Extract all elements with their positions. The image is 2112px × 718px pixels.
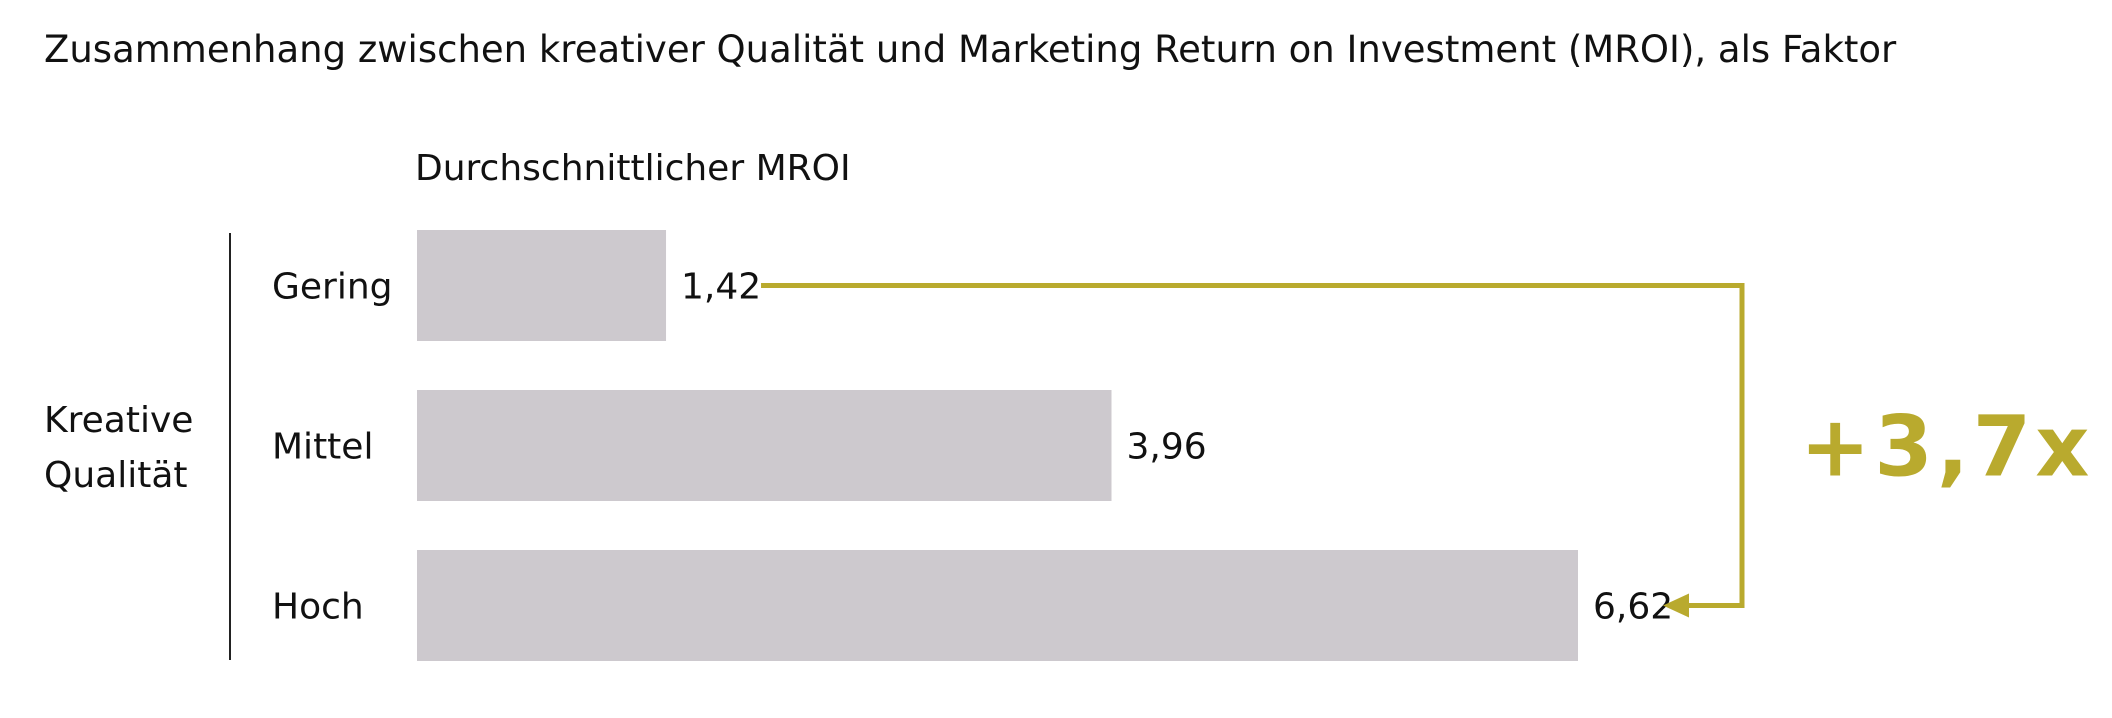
bar-hoch xyxy=(417,550,1578,661)
bracket-connector-line xyxy=(761,283,1745,608)
y-axis-label: Kreative Qualität xyxy=(44,400,205,496)
category-label-gering: Gering xyxy=(272,267,393,308)
bar-mittel xyxy=(417,390,1112,501)
bracket-arrow-head xyxy=(1663,593,1689,618)
category-label-mittel: Mittel xyxy=(272,427,373,468)
y-axis-label-line-2: Qualität xyxy=(44,455,188,496)
chart-title: Zusammenhang zwischen kreativer Qualität… xyxy=(44,28,1897,71)
value-header: Durchschnittlicher MROI xyxy=(415,148,851,189)
bar-gering xyxy=(417,230,667,341)
multiplier-annotation: +3,7x xyxy=(761,283,2093,618)
value-label-mittel: 3,96 xyxy=(1126,427,1206,468)
category-label-hoch: Hoch xyxy=(272,587,364,628)
value-label-hoch: 6,62 xyxy=(1593,587,1673,628)
multiplier-label: +3,7x xyxy=(1800,398,2093,496)
value-label-gering: 1,42 xyxy=(681,267,761,308)
bars-group: Gering 1,42 Mittel 3,96 Hoch 6,62 xyxy=(272,230,1673,661)
y-axis-label-line-1: Kreative xyxy=(44,400,193,441)
